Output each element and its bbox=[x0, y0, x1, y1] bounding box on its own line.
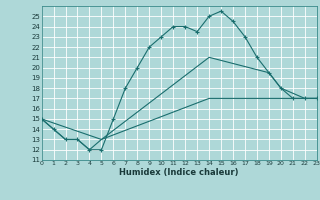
X-axis label: Humidex (Indice chaleur): Humidex (Indice chaleur) bbox=[119, 168, 239, 177]
